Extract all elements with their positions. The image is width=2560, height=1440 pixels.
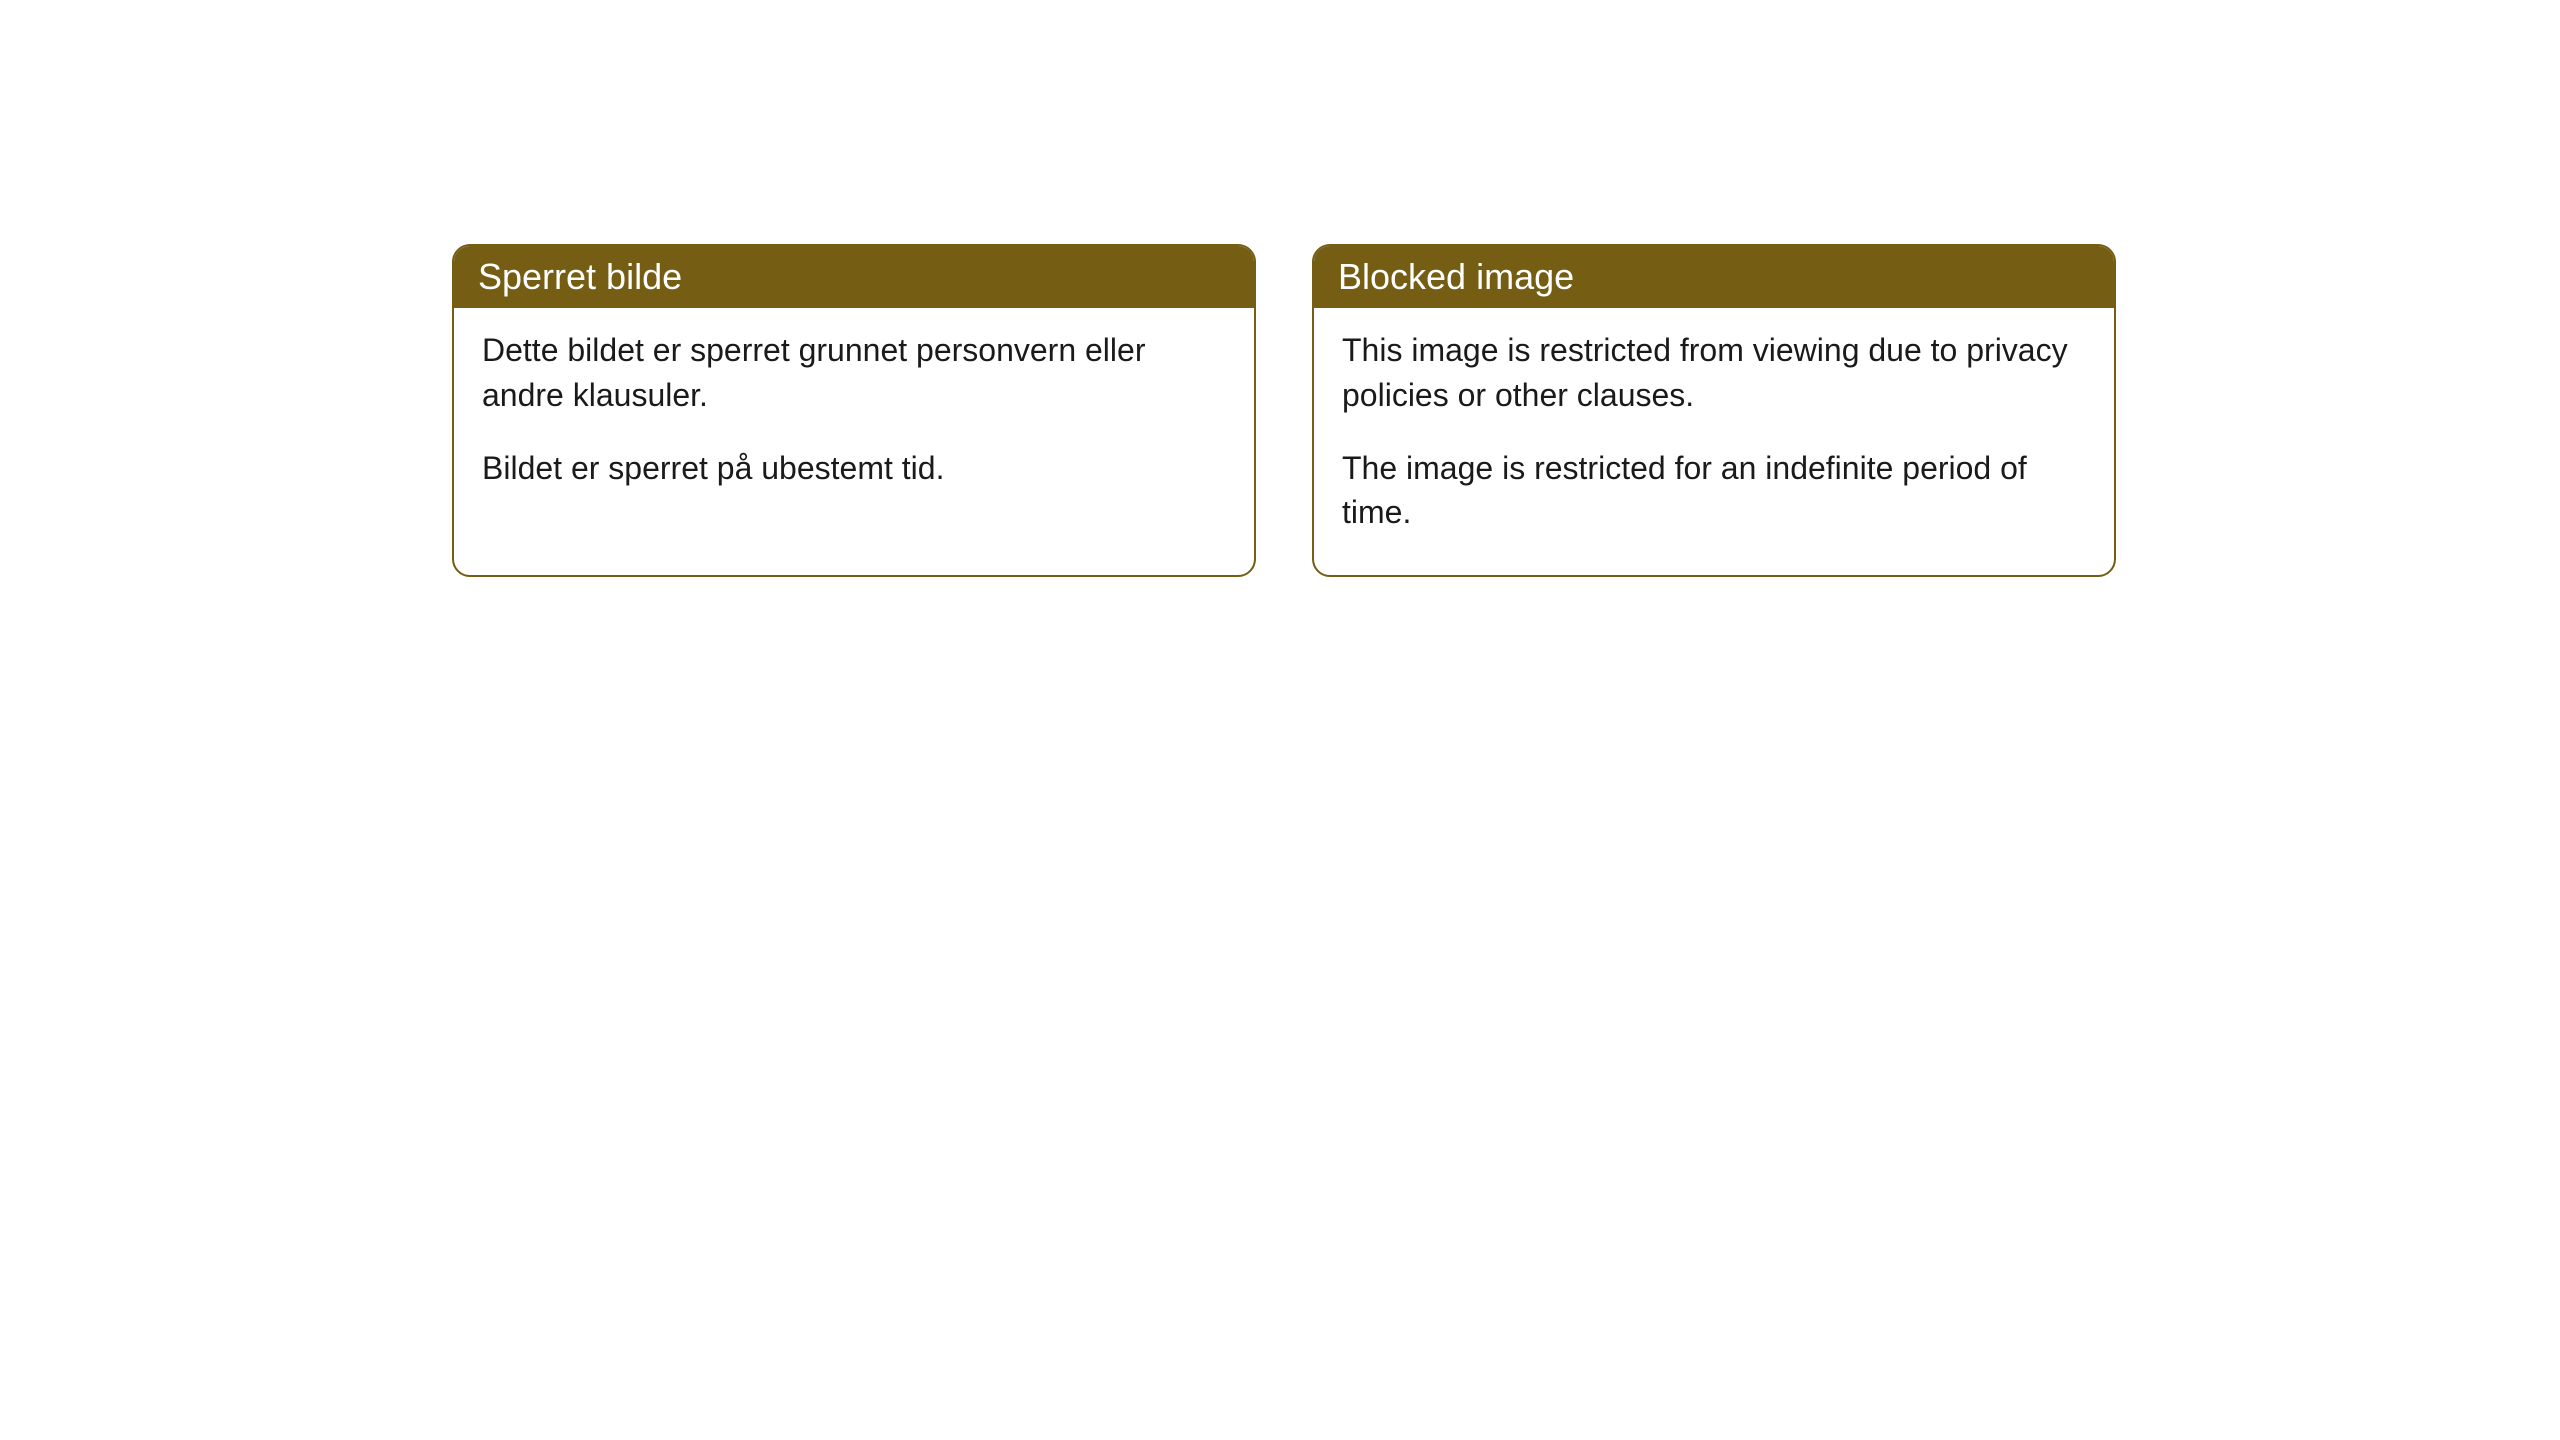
card-paragraph: This image is restricted from viewing du…: [1342, 328, 2086, 418]
card-header: Sperret bilde: [454, 246, 1254, 308]
card-paragraph: The image is restricted for an indefinit…: [1342, 446, 2086, 536]
card-container: Sperret bilde Dette bildet er sperret gr…: [452, 244, 2560, 577]
card-paragraph: Dette bildet er sperret grunnet personve…: [482, 328, 1226, 418]
card-header: Blocked image: [1314, 246, 2114, 308]
card-paragraph: Bildet er sperret på ubestemt tid.: [482, 446, 1226, 491]
card-title: Sperret bilde: [478, 256, 682, 297]
blocked-image-card-norwegian: Sperret bilde Dette bildet er sperret gr…: [452, 244, 1256, 577]
card-body: Dette bildet er sperret grunnet personve…: [454, 308, 1254, 530]
card-body: This image is restricted from viewing du…: [1314, 308, 2114, 575]
blocked-image-card-english: Blocked image This image is restricted f…: [1312, 244, 2116, 577]
card-title: Blocked image: [1338, 256, 1574, 297]
